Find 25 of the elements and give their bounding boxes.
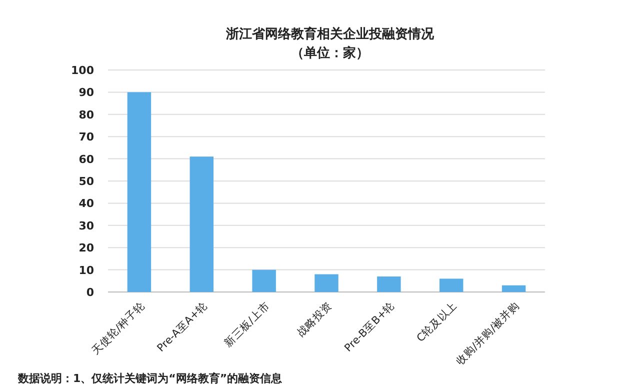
y-tick-label: 40 [78,197,94,210]
text: 数据说明：1、仅统计关键词为“网络教育”的融资信息 [17,372,284,385]
y-tick-label: 90 [78,86,94,100]
y-tick-label: 10 [78,264,94,277]
x-tick-label: 天使轮/种子轮 [88,298,148,358]
y-tick-label: 100 [71,64,94,77]
x-tick-label: C轮及以上 [414,298,460,344]
bar [190,156,214,292]
x-tick-label: 战略投资 [295,300,335,340]
bar [502,285,526,292]
chart-title: 浙江省网络教育相关企业投融资情况 [225,26,435,42]
bar [127,92,152,292]
bar [439,278,464,292]
y-tick-label: 60 [78,152,94,166]
y-tick-label: 50 [78,175,94,188]
y-tick-label: 80 [78,108,94,122]
bar [314,274,338,292]
chart-subtitle: （单位：家） [291,45,369,61]
bar [377,276,401,292]
y-tick-label: 30 [78,219,94,232]
x-tick-label: 新三板/上市 [222,298,272,350]
y-tick-label: 70 [78,130,94,144]
bar [252,270,276,292]
y-tick-label: 0 [86,286,94,299]
y-tick-label: 20 [78,242,94,255]
